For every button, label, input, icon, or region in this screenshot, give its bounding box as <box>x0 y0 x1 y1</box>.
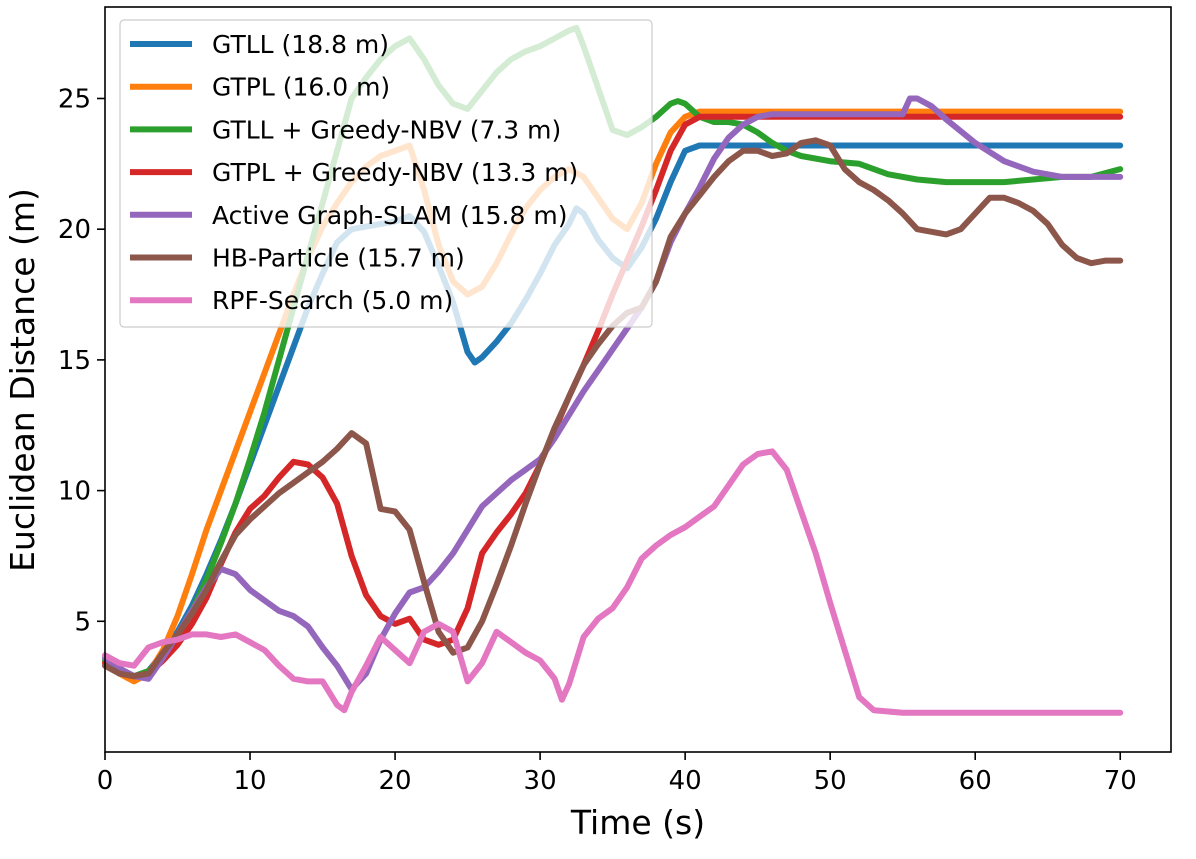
x-tick-label: 40 <box>669 766 702 796</box>
x-tick-label: 0 <box>97 766 114 796</box>
y-tick-label: 25 <box>58 84 91 114</box>
legend-label-3: GTLL + Greedy-NBV (7.3 m) <box>212 115 561 144</box>
y-tick-label: 5 <box>74 607 91 637</box>
x-axis: 0 10 20 30 40 50 60 70 <box>97 752 1137 796</box>
x-tick-label: 50 <box>814 766 847 796</box>
legend-box <box>119 19 653 328</box>
x-tick-label: 20 <box>379 766 412 796</box>
x-tick-label: 10 <box>233 766 266 796</box>
legend-label-5: Active Graph-SLAM (15.8 m) <box>212 201 567 230</box>
legend-label-2: GTPL (16.0 m) <box>212 73 390 102</box>
y-tick-label: 15 <box>58 346 91 376</box>
y-tick-label: 20 <box>58 215 91 245</box>
legend-label-4: GTPL + Greedy-NBV (13.3 m) <box>212 158 578 187</box>
legend-label-1: GTLL (18.8 m) <box>212 30 389 59</box>
legend-label-6: HB-Particle (15.7 m) <box>212 244 465 273</box>
plot-frame <box>104 6 1172 753</box>
x-tick-label: 70 <box>1104 766 1137 796</box>
legend: GTLL (18.8 m) GTPL (16.0 m) GTLL + Greedy-… <box>119 19 653 328</box>
series-line-7 <box>102 448 1124 716</box>
y-tick-label: 10 <box>58 477 91 507</box>
series-line-5 <box>102 95 1124 693</box>
x-tick-label: 60 <box>959 766 992 796</box>
legend-label-7: RPF-Search (5.0 m) <box>212 286 453 315</box>
y-axis: 5 10 15 20 25 <box>58 84 105 637</box>
y-axis-title: Euclidean Distance (m) <box>3 188 42 572</box>
x-axis-title: Time (s) <box>570 803 705 842</box>
x-tick-label: 30 <box>524 766 557 796</box>
